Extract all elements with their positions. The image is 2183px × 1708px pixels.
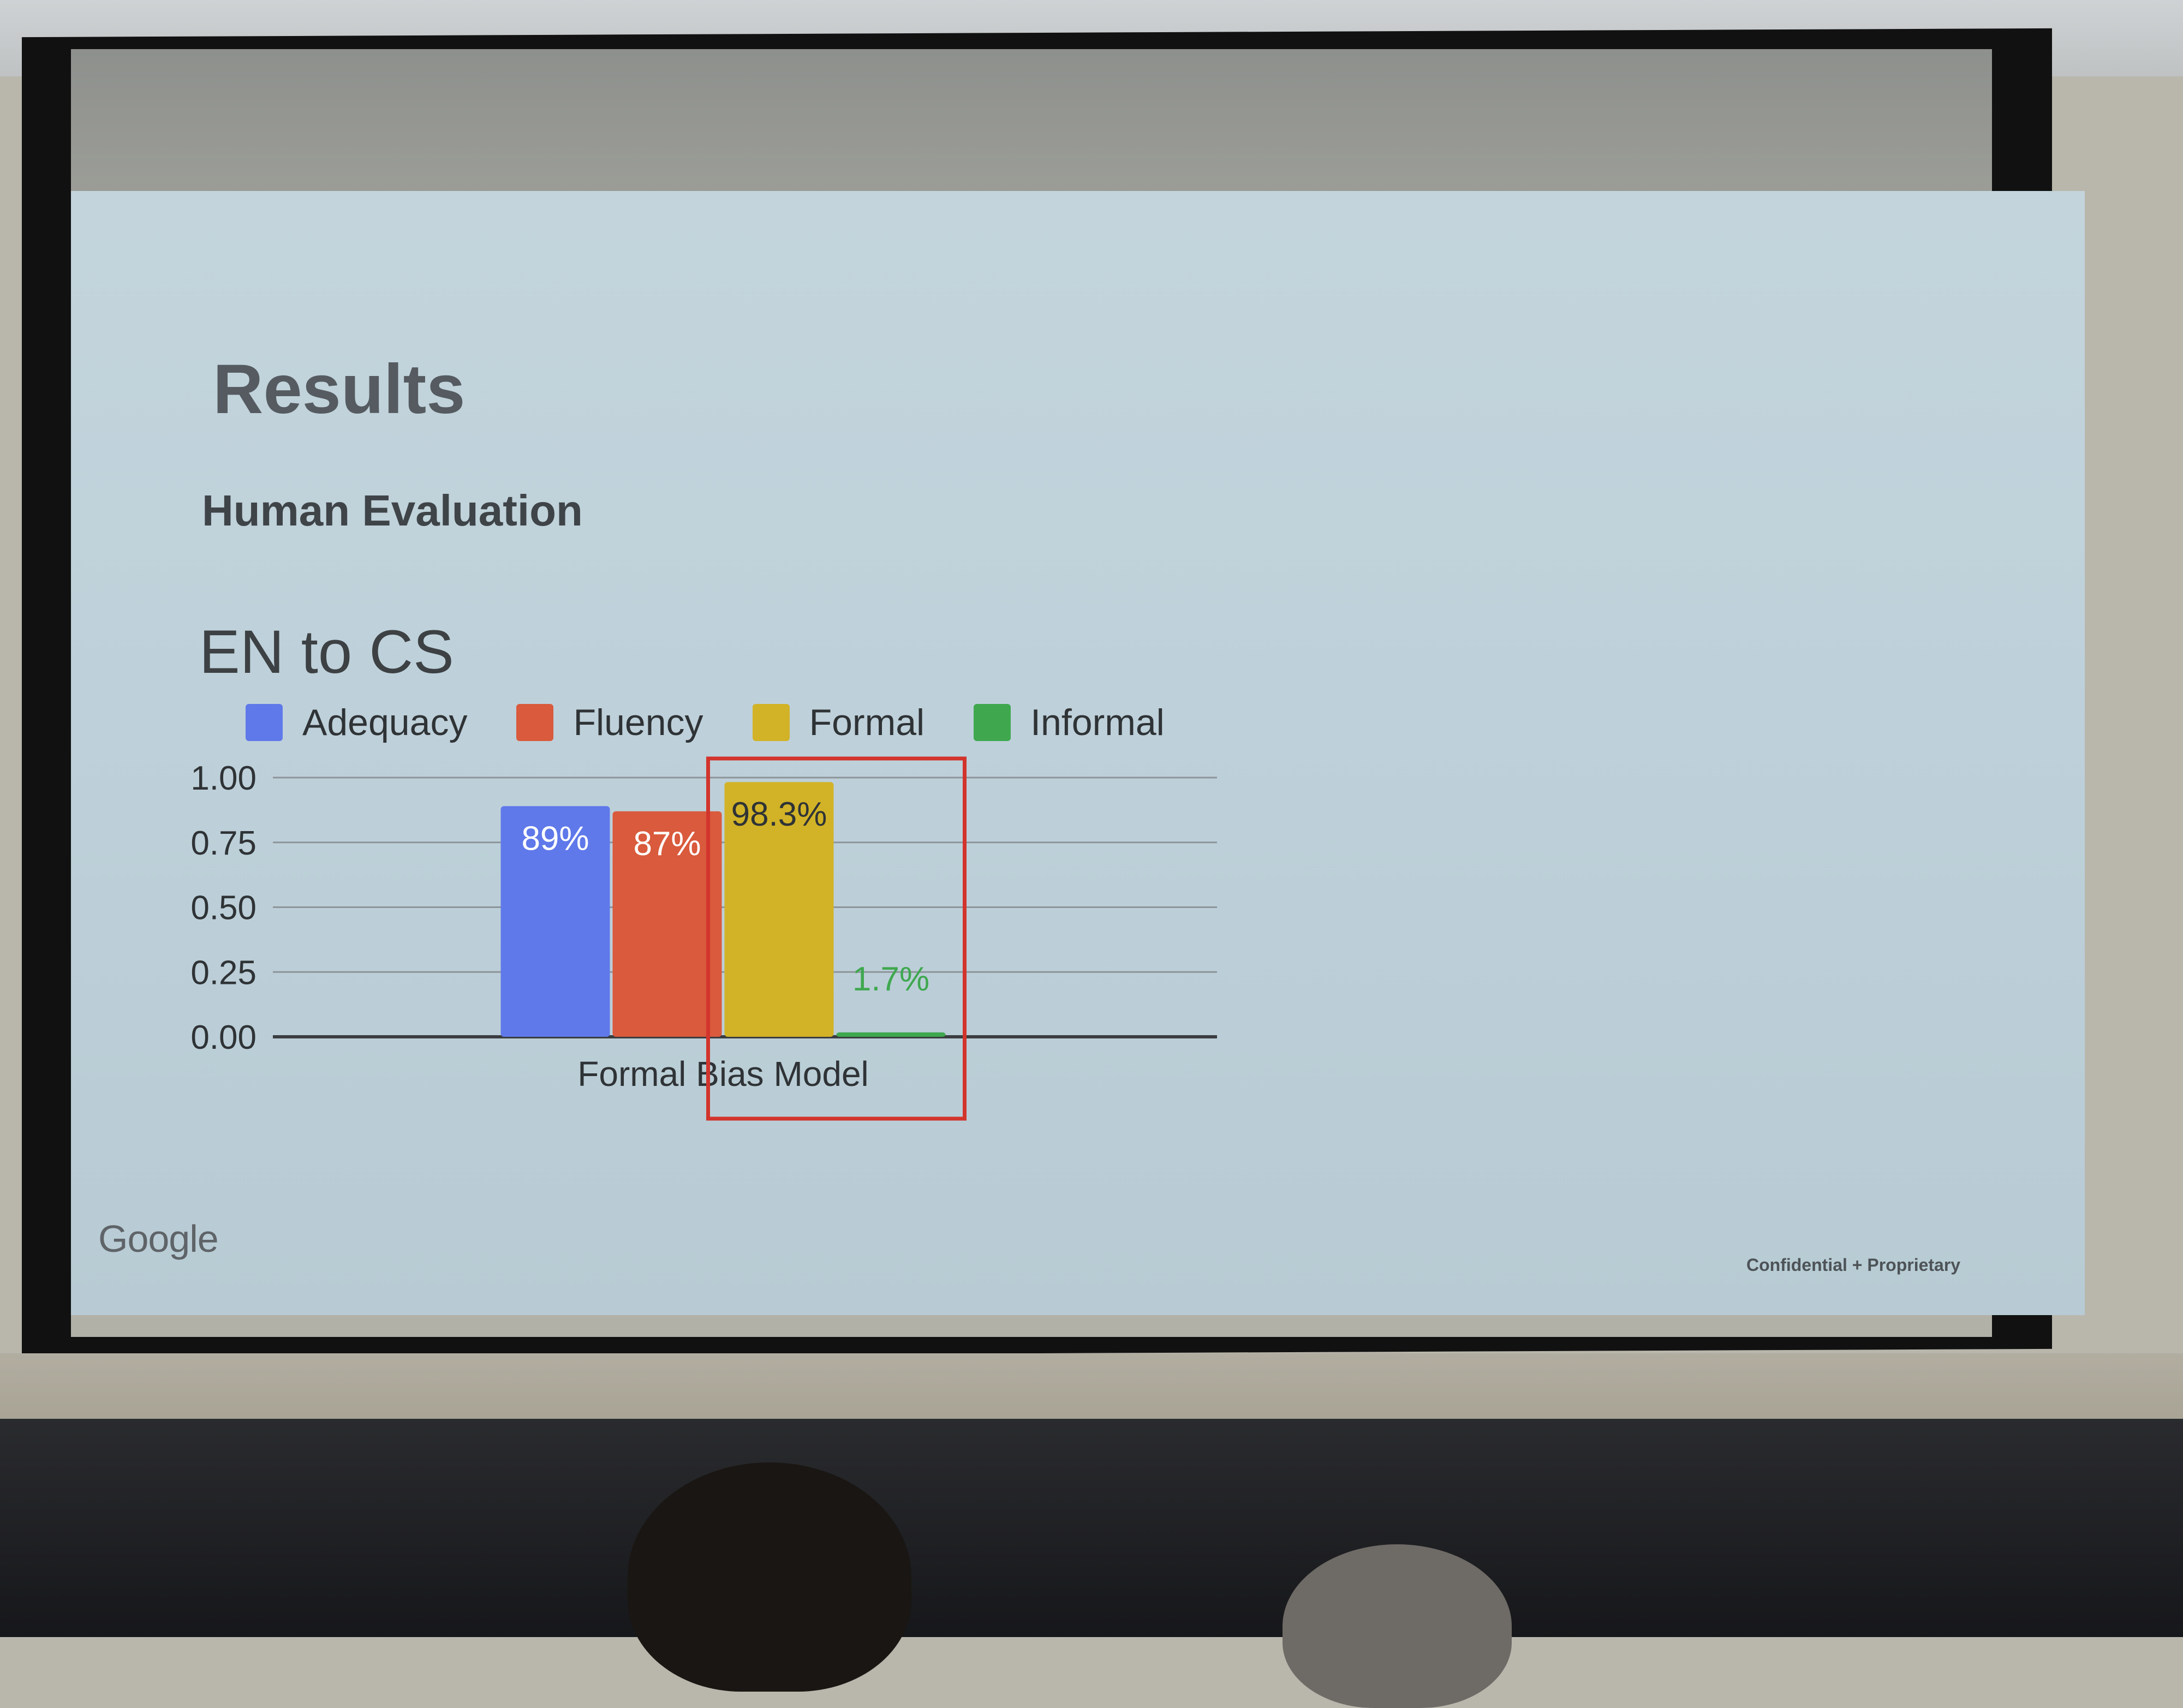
x-category-label: Formal Bias Model [577, 1054, 869, 1094]
bar-fluency [612, 811, 722, 1037]
legend-swatch-informal [974, 704, 1011, 741]
data-label-fluency: 87% [633, 825, 701, 863]
legend-item-fluency: Fluency [516, 701, 703, 744]
audience-head-left [628, 1462, 911, 1692]
legend-swatch-fluency [516, 704, 554, 741]
room-wall [0, 1353, 2183, 1430]
slide: Results Human Evaluation EN to CS Adequa… [71, 191, 2085, 1315]
legend-label-formal: Formal [809, 702, 925, 743]
legend-item-informal: Informal [974, 701, 1165, 744]
slide-title: Results [213, 350, 466, 428]
y-tick-label: 1.00 [190, 760, 257, 797]
chart-title: EN to CS [199, 618, 454, 686]
bar-chart: 0.00 0.25 0.50 0.75 1.00 89% 87% 98.3% 1.7% Forma… [190, 756, 1217, 1121]
legend-swatch-adequacy [246, 704, 283, 741]
data-label-informal: 1.7% [852, 960, 929, 998]
bar-adequacy [500, 806, 610, 1037]
bar-formal [724, 782, 834, 1037]
legend-label-fluency: Fluency [573, 702, 703, 743]
legend-item-formal: Formal [752, 701, 925, 744]
y-tick-label: 0.25 [190, 954, 257, 992]
legend-item-adequacy: Adequacy [246, 701, 467, 744]
audience-head-right [1283, 1544, 1512, 1708]
confidential-footer: Confidential + Proprietary [1746, 1255, 1961, 1275]
data-label-adequacy: 89% [521, 820, 589, 857]
google-logo: Google [98, 1217, 219, 1260]
chart-legend: Adequacy Fluency Formal Informal [246, 701, 1165, 744]
slide-subtitle: Human Evaluation [202, 486, 583, 535]
highlight-box [706, 756, 967, 1121]
y-tick-label: 0.50 [190, 889, 257, 927]
audience-area [0, 1419, 2183, 1708]
legend-label-informal: Informal [1030, 702, 1165, 743]
data-label-formal: 98.3% [731, 796, 827, 833]
y-tick-label: 0.75 [190, 825, 257, 862]
legend-label-adequacy: Adequacy [302, 702, 468, 743]
bar-informal [836, 1032, 946, 1037]
y-tick-label: 0.00 [190, 1019, 257, 1056]
legend-swatch-formal [752, 704, 790, 741]
projector-screen: Results Human Evaluation EN to CS Adequa… [71, 49, 2085, 1337]
